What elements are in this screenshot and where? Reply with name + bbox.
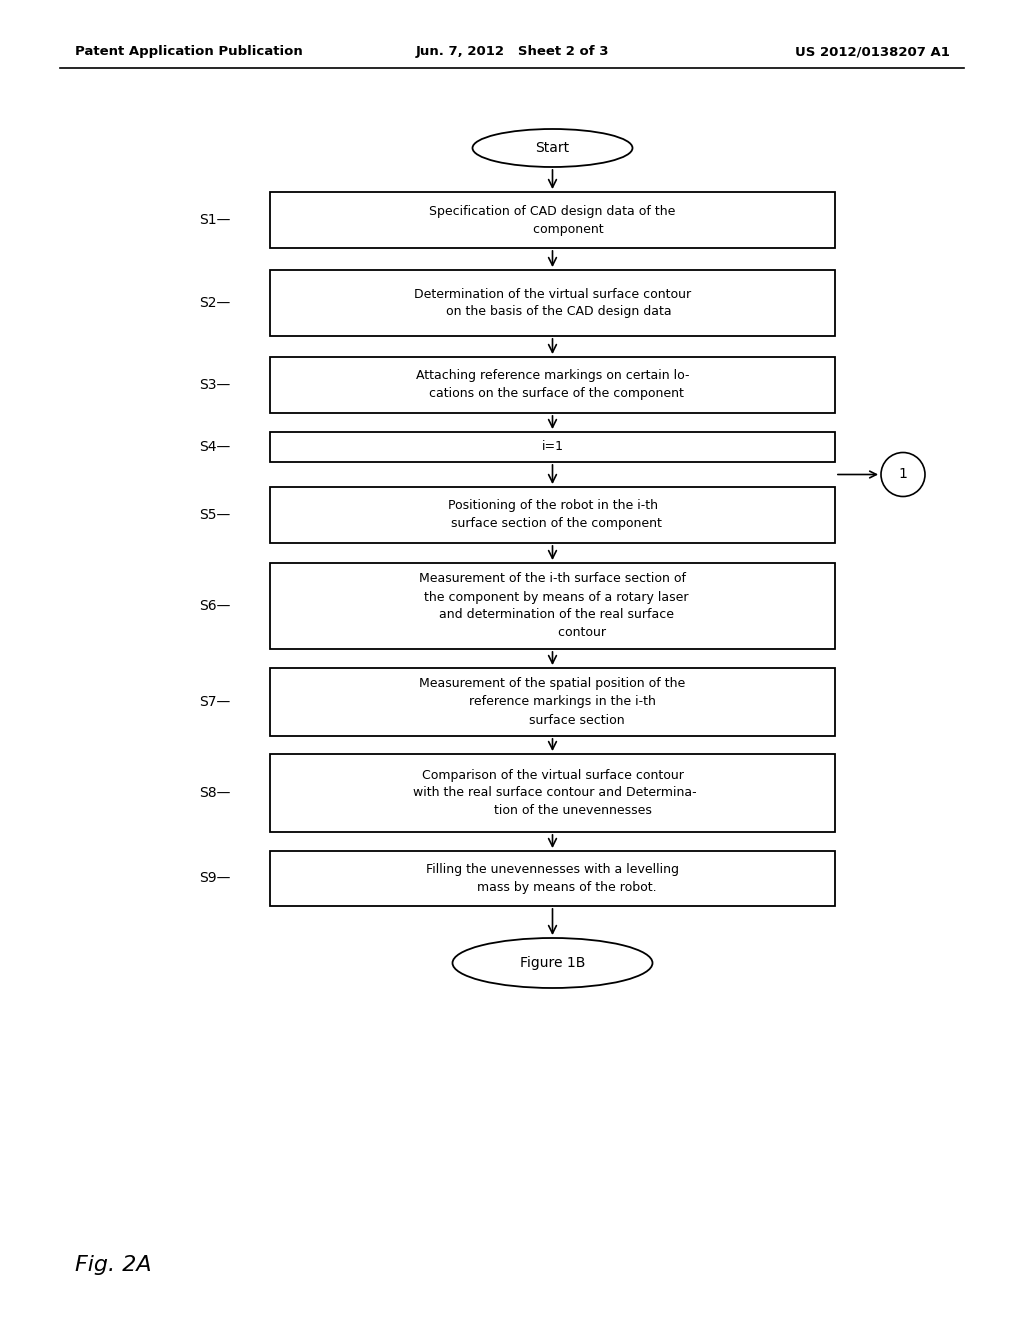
Text: Filling the unevennesses with a levelling
       mass by means of the robot.: Filling the unevennesses with a levellin… (426, 863, 679, 894)
Text: i=1: i=1 (542, 441, 563, 454)
Text: Patent Application Publication: Patent Application Publication (75, 45, 303, 58)
Text: Determination of the virtual surface contour
   on the basis of the CAD design d: Determination of the virtual surface con… (414, 288, 691, 318)
Text: Start: Start (536, 141, 569, 154)
Text: S2—: S2— (199, 296, 230, 310)
FancyBboxPatch shape (270, 432, 835, 462)
Text: Comparison of the virtual surface contour
 with the real surface contour and Det: Comparison of the virtual surface contou… (409, 768, 696, 817)
Ellipse shape (472, 129, 633, 168)
Text: Measurement of the spatial position of the
     reference markings in the i-th
 : Measurement of the spatial position of t… (420, 677, 686, 726)
Circle shape (881, 453, 925, 496)
FancyBboxPatch shape (270, 754, 835, 832)
Text: S1—: S1— (199, 213, 230, 227)
FancyBboxPatch shape (270, 356, 835, 413)
Text: S3—: S3— (199, 378, 230, 392)
Text: S7—: S7— (199, 696, 230, 709)
FancyBboxPatch shape (270, 564, 835, 649)
Text: S5—: S5— (199, 508, 230, 521)
FancyBboxPatch shape (270, 668, 835, 737)
Text: Jun. 7, 2012   Sheet 2 of 3: Jun. 7, 2012 Sheet 2 of 3 (416, 45, 608, 58)
Text: Figure 1B: Figure 1B (520, 956, 585, 970)
Text: S8—: S8— (199, 785, 230, 800)
FancyBboxPatch shape (270, 487, 835, 543)
Text: S4—: S4— (199, 440, 230, 454)
Text: Measurement of the i-th surface section of
  the component by means of a rotary : Measurement of the i-th surface section … (416, 573, 689, 639)
Text: Fig. 2A: Fig. 2A (75, 1255, 152, 1275)
Text: Attaching reference markings on certain lo-
  cations on the surface of the comp: Attaching reference markings on certain … (416, 370, 689, 400)
Text: Specification of CAD design data of the
        component: Specification of CAD design data of the … (429, 205, 676, 235)
FancyBboxPatch shape (270, 851, 835, 906)
Text: S6—: S6— (199, 599, 230, 612)
FancyBboxPatch shape (270, 271, 835, 337)
Text: 1: 1 (899, 467, 907, 482)
Text: US 2012/0138207 A1: US 2012/0138207 A1 (795, 45, 950, 58)
FancyBboxPatch shape (270, 191, 835, 248)
Ellipse shape (453, 939, 652, 987)
Text: Positioning of the robot in the i-th
  surface section of the component: Positioning of the robot in the i-th sur… (443, 499, 662, 531)
Text: S9—: S9— (199, 871, 230, 886)
